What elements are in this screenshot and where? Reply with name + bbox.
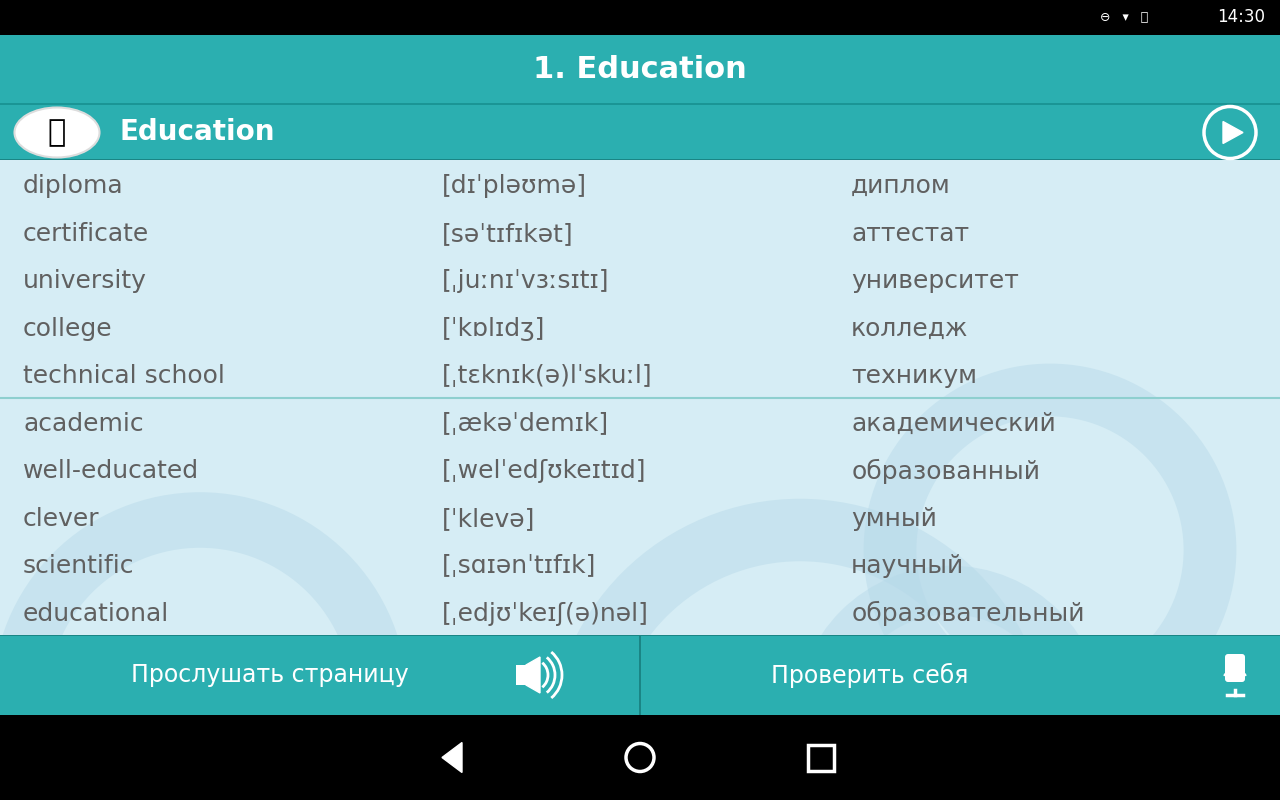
Text: научный: научный: [851, 554, 964, 578]
Ellipse shape: [14, 107, 100, 158]
Bar: [0, 35, 1280, 105]
Text: образованный: образованный: [851, 458, 1041, 484]
Text: [ˌwelˈedʃʊkeɪtɪd]: [ˌwelˈedʃʊkeɪtɪd]: [442, 459, 646, 483]
Text: scientific: scientific: [23, 554, 134, 578]
Bar: [0, 160, 1280, 635]
Text: академический: академический: [851, 412, 1056, 436]
Text: educational: educational: [23, 602, 169, 626]
Text: university: university: [23, 269, 147, 293]
Text: [ˈklevə]: [ˈklevə]: [442, 506, 535, 530]
Text: [ˌedjʊˈkeɪʃ(ə)nəl]: [ˌedjʊˈkeɪʃ(ə)nəl]: [442, 602, 649, 626]
Text: college: college: [23, 317, 113, 341]
Bar: [0, 0, 1280, 35]
Text: technical school: technical school: [23, 364, 225, 388]
Text: Проверить себя: Проверить себя: [772, 662, 969, 687]
Text: колледж: колледж: [851, 317, 969, 341]
Text: умный: умный: [851, 506, 937, 530]
Bar: [0, 635, 1280, 636]
Text: техникум: техникум: [851, 364, 977, 388]
Text: диплом: диплом: [851, 174, 951, 198]
Text: 1. Education: 1. Education: [534, 55, 746, 85]
Bar: [516, 665, 526, 685]
Polygon shape: [1222, 122, 1243, 143]
Text: образовательный: образовательный: [851, 601, 1084, 626]
Text: Education: Education: [120, 118, 275, 146]
Polygon shape: [526, 657, 540, 693]
Text: academic: academic: [23, 412, 143, 436]
Text: 👤: 👤: [47, 118, 67, 147]
Text: Прослушать страницу: Прослушать страницу: [131, 663, 408, 687]
Text: [ˌsɑɪənˈtɪfɪk]: [ˌsɑɪənˈtɪfɪk]: [442, 554, 596, 578]
Text: аттестат: аттестат: [851, 222, 969, 246]
Bar: [0, 103, 1280, 105]
Text: [səˈtɪfɪkət]: [səˈtɪfɪkət]: [442, 222, 573, 246]
Text: [ˌtɛknɪk(ə)lˈskuːl]: [ˌtɛknɪk(ə)lˈskuːl]: [442, 364, 653, 388]
Bar: [0, 105, 1280, 160]
Bar: [0, 715, 1280, 800]
Text: diploma: diploma: [23, 174, 124, 198]
Bar: [0, 159, 1280, 160]
Text: ⊖   ▾   🔋: ⊖ ▾ 🔋: [1100, 11, 1148, 24]
Bar: [0, 635, 1280, 715]
Text: 🔌: 🔌: [18, 13, 24, 22]
Polygon shape: [442, 742, 462, 773]
Text: университет: университет: [851, 269, 1019, 293]
Text: [ˈkɒlɪdʒ]: [ˈkɒlɪdʒ]: [442, 317, 545, 341]
Text: [dɪˈpləʊmə]: [dɪˈpləʊmə]: [442, 174, 586, 198]
Text: certificate: certificate: [23, 222, 150, 246]
Text: clever: clever: [23, 506, 100, 530]
Bar: [639, 635, 641, 715]
Text: [ˌækəˈdemɪk]: [ˌækəˈdemɪk]: [442, 412, 609, 436]
Text: 14:30: 14:30: [1217, 9, 1265, 26]
FancyBboxPatch shape: [1225, 654, 1245, 682]
Text: well-educated: well-educated: [23, 459, 200, 483]
Text: [ˌjuːnɪˈvɜːsɪtɪ]: [ˌjuːnɪˈvɜːsɪtɪ]: [442, 269, 609, 293]
